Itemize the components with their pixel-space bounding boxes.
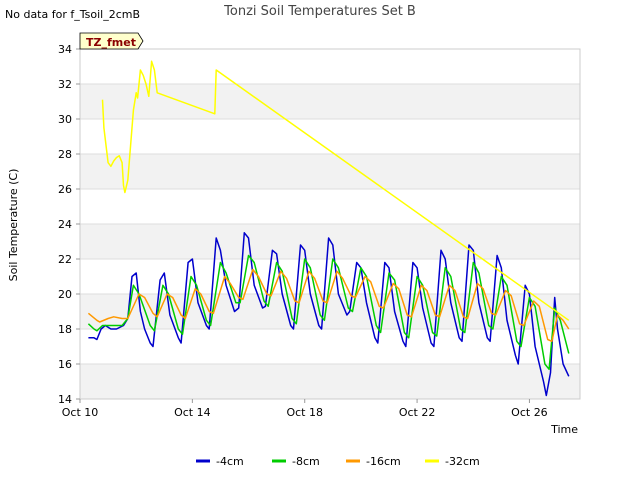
x-axis-ticks: Oct 10 Oct 14 Oct 18 Oct 22 Oct 26 xyxy=(62,399,548,419)
plot-band xyxy=(80,49,580,84)
x-tick-label: Oct 22 xyxy=(399,406,436,419)
y-tick-label: 22 xyxy=(58,253,72,266)
tz-fmet-badge: TZ_fmet xyxy=(79,32,144,50)
plot-band xyxy=(80,364,580,399)
plot-band xyxy=(80,189,580,224)
plot-background xyxy=(80,49,580,399)
y-tick-label: 14 xyxy=(58,393,72,406)
y-tick-label: 26 xyxy=(58,183,72,196)
series-line-16cm xyxy=(87,268,570,343)
plot-band xyxy=(80,119,580,154)
x-tick-label: Oct 10 xyxy=(62,406,99,419)
y-tick-label: 24 xyxy=(58,218,72,231)
legend-label: -32cm xyxy=(445,455,480,468)
no-data-note: No data for f_Tsoil_2cmB xyxy=(5,8,141,21)
x-tick-label: Oct 18 xyxy=(286,406,323,419)
legend: -4cm -8cm -16cm -32cm xyxy=(196,455,480,468)
y-tick-label: 18 xyxy=(58,323,72,336)
plot-band xyxy=(80,84,580,119)
chart-title: Tonzi Soil Temperatures Set B xyxy=(223,4,416,19)
y-tick-label: 32 xyxy=(58,78,72,91)
badge-shape xyxy=(79,32,144,50)
y-tick-label: 16 xyxy=(58,358,72,371)
y-axis-label: Soil Temperature (C) xyxy=(7,169,20,282)
x-tick-label: Oct 14 xyxy=(174,406,211,419)
badge-label: TZ_fmet xyxy=(86,36,136,49)
y-tick-label: 34 xyxy=(58,43,72,56)
y-tick-label: 20 xyxy=(58,288,72,301)
x-tick-label: Oct 26 xyxy=(511,406,548,419)
series-line-8cm xyxy=(87,254,570,371)
plot-band xyxy=(80,154,580,189)
series-layer xyxy=(87,60,570,397)
legend-label: -16cm xyxy=(366,455,401,468)
x-axis-label: Time xyxy=(550,423,578,436)
y-axis-ticks: 14 16 18 20 22 24 26 28 30 32 34 xyxy=(58,43,80,406)
series-line-32cm xyxy=(101,60,570,321)
y-tick-label: 30 xyxy=(58,113,72,126)
plot-band xyxy=(80,329,580,364)
legend-label: -8cm xyxy=(292,455,320,468)
legend-label: -4cm xyxy=(216,455,244,468)
y-tick-label: 28 xyxy=(58,148,72,161)
